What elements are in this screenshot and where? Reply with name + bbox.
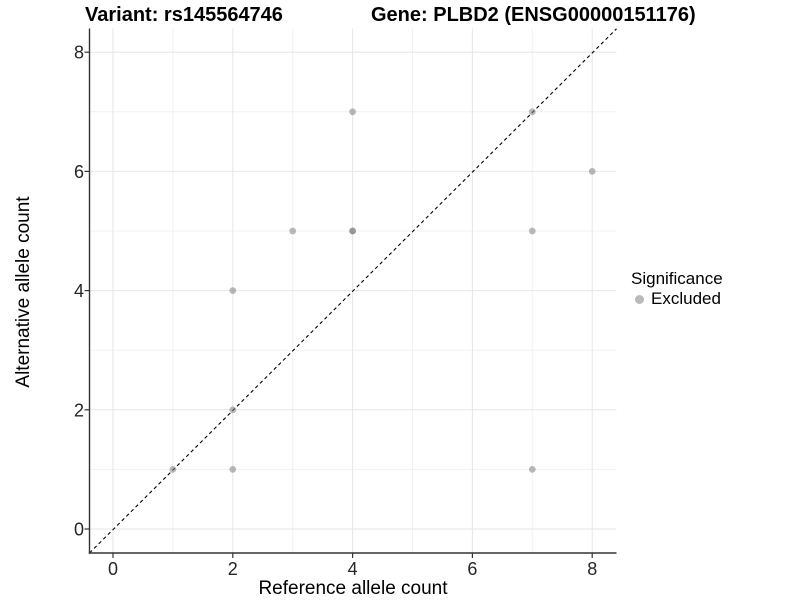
- y-tick-label: 0: [74, 520, 84, 540]
- identity-dashed-line: [89, 28, 617, 554]
- legend-item-excluded: Excluded: [631, 290, 723, 308]
- y-tick-label: 8: [74, 43, 84, 63]
- data-point: [229, 466, 237, 473]
- data-point: [169, 466, 177, 473]
- x-tick-label: 8: [587, 559, 597, 579]
- data-point: [528, 108, 536, 116]
- data-point: [528, 227, 536, 235]
- x-tick-label: 0: [108, 559, 118, 579]
- data-point: [588, 168, 596, 175]
- x-tick-label: 6: [467, 559, 477, 579]
- y-tick-label: 4: [74, 281, 84, 301]
- data-point: [528, 466, 536, 473]
- data-point: [229, 287, 237, 294]
- plot-title-variant: Variant: rs145564746: [85, 4, 283, 26]
- y-axis-title: Alternative allele count: [13, 196, 34, 388]
- legend-title: Significance: [631, 269, 723, 288]
- y-tick-label: 6: [74, 162, 84, 182]
- plot-title-gene: Gene: PLBD2 (ENSG00000151176): [371, 4, 696, 26]
- data-point: [229, 406, 237, 414]
- x-tick-label: 4: [348, 559, 358, 579]
- data-point: [289, 227, 297, 235]
- data-point: [349, 108, 356, 116]
- x-axis-title: Reference allele count: [258, 578, 448, 599]
- data-point: [349, 227, 356, 235]
- legend-item-label: Excluded: [651, 289, 721, 308]
- excluded-point-icon: [635, 294, 644, 304]
- x-tick-label: 2: [228, 559, 238, 579]
- y-tick-label: 2: [74, 400, 84, 420]
- legend: Significance Excluded: [631, 270, 723, 308]
